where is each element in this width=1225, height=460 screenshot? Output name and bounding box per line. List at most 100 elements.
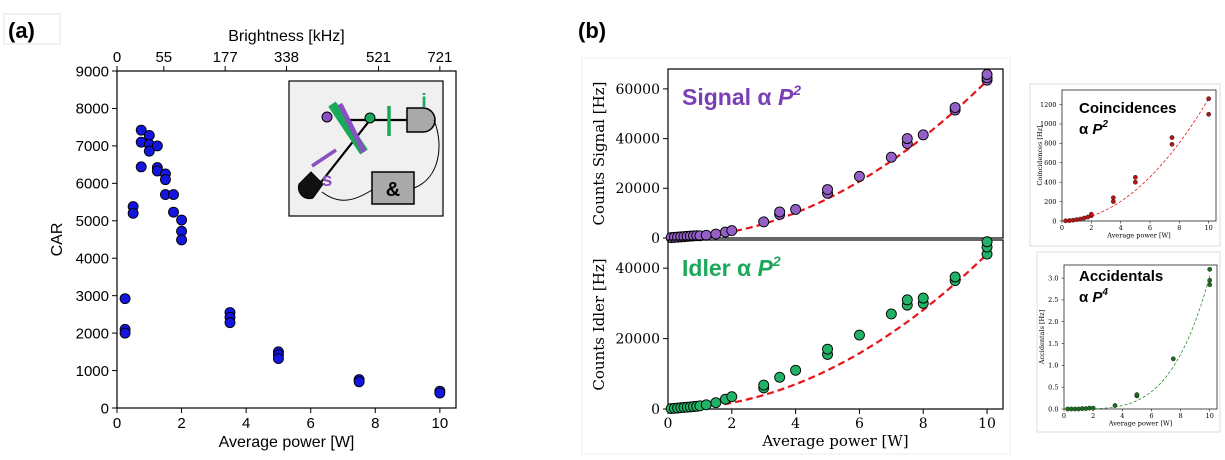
annotation-prefix: α [1079,289,1092,306]
series-annotation: Signal α P2 [682,82,801,110]
x-tick-label: 4 [1120,412,1124,420]
beam-path [317,119,371,187]
top-tick-label: 55 [155,49,172,66]
signal-chart: 0 20000 40000 60000 Counts Signal [Hz] Signal… [590,68,1004,247]
top-tick-label: 521 [366,49,391,66]
annotation-law: α P2 [1079,119,1108,138]
data-point [127,207,139,219]
fit-curve [1062,98,1210,222]
x-axis-label: Average power [W] [1108,420,1172,428]
x-tick-label: 6 [1148,224,1152,232]
data-point [135,161,147,173]
data-point [434,387,446,399]
data-point [353,376,365,388]
data-point [151,140,163,152]
data-point [1207,267,1213,272]
signal-dot [321,111,333,123]
data-point [981,236,993,248]
plot-frame [1063,264,1218,410]
annotation-exponent: 2 [772,253,781,269]
data-point [1110,195,1116,201]
data-point [1112,403,1118,408]
coincidence-label: & [386,179,400,201]
panel-b-label: (b) [578,18,606,43]
panel-a-label-box [3,13,61,45]
y-tick-label: 7000 [76,138,109,155]
y-tick-label: 3000 [76,288,109,305]
data-point [700,399,712,411]
annotation-title: Accidentals [1079,268,1163,285]
x-tick-label: 0 [113,415,121,432]
data-point [853,329,865,341]
data-point [224,317,236,329]
y-tick-label: 1000 [76,363,109,380]
idler-label: i [421,91,426,112]
data-point [710,228,722,240]
y-tick-label: 2.0 [1048,318,1058,326]
y-tick-label: 3.0 [1048,274,1058,282]
data-point [700,229,712,241]
x-tick-label: 6 [1149,412,1153,420]
x-tick-label: 2 [177,415,185,432]
annotation-exponent: 2 [792,82,801,98]
data-point [1206,96,1212,102]
x-tick-label: 4 [791,416,800,432]
y-tick-label: 4000 [76,250,109,267]
y-tick-label: 60000 [615,82,660,98]
x-tick-label: 2 [1091,412,1095,420]
signal-label: s [322,170,333,191]
data-point [143,129,155,141]
x-axis-label: Average power [W] [219,434,355,451]
data-point [1132,179,1138,185]
x-tick-label: 8 [1177,224,1181,232]
plot-frame [667,68,1004,239]
annotation-var: P [1092,121,1103,138]
top-tick-label: 338 [274,49,299,66]
data-point [119,327,131,339]
y-tick-label: 600 [1044,159,1056,167]
y-tick-label: 1000 [1040,120,1057,128]
x-tick-label: 0 [664,416,673,432]
x-tick-label: 4 [242,415,250,432]
top-axis-label: Brightness [kHz] [228,28,344,45]
coincidence-counter-box [371,171,415,205]
cable [321,189,373,201]
annotation-text: Signal α [682,84,778,110]
annotation-var: P [1092,289,1103,306]
y-tick-label: 1.5 [1048,340,1058,348]
y-tick-label: 2.5 [1048,296,1058,304]
y-tick-label: 0 [101,400,109,417]
accidentals-frame [1036,251,1221,433]
data-point [1088,211,1094,217]
data-point [981,69,993,80]
x-tick-label: 4 [1119,224,1123,232]
x-tick-label: 8 [1179,412,1183,420]
x-tick-label: 10 [432,415,449,432]
data-point [143,145,155,157]
data-point [1170,356,1176,362]
data-point [726,391,738,403]
data-point [1206,111,1212,117]
data-point [176,214,188,226]
x-tick-label: 0 [1060,224,1064,232]
y-tick-label: 20000 [615,181,660,197]
x-tick-label: 10 [978,416,996,432]
top-tick-label: 0 [113,49,121,66]
x-axis-label: Average power [W] [761,432,908,450]
data-point [1134,392,1140,397]
y-tick-label: 1200 [1040,101,1057,109]
fit-curve [669,253,988,411]
data-point [774,206,786,218]
x-tick-label: 2 [727,416,736,432]
x-axis-label: Average power [W] [1106,232,1170,240]
x-tick-label: 6 [307,415,315,432]
y-axis-label: Counts Idler [Hz] [590,258,608,390]
data-point [726,225,738,236]
data-point [885,151,897,163]
y-tick-label: 9000 [76,63,109,80]
x-tick-label: 8 [919,416,928,432]
car-chart: 0 2 4 6 8 10 Average power [W] 0 1000 2000 3000 400… [49,28,457,451]
y-tick-label: 6000 [76,176,109,193]
x-tick-label: 10 [1205,224,1213,232]
